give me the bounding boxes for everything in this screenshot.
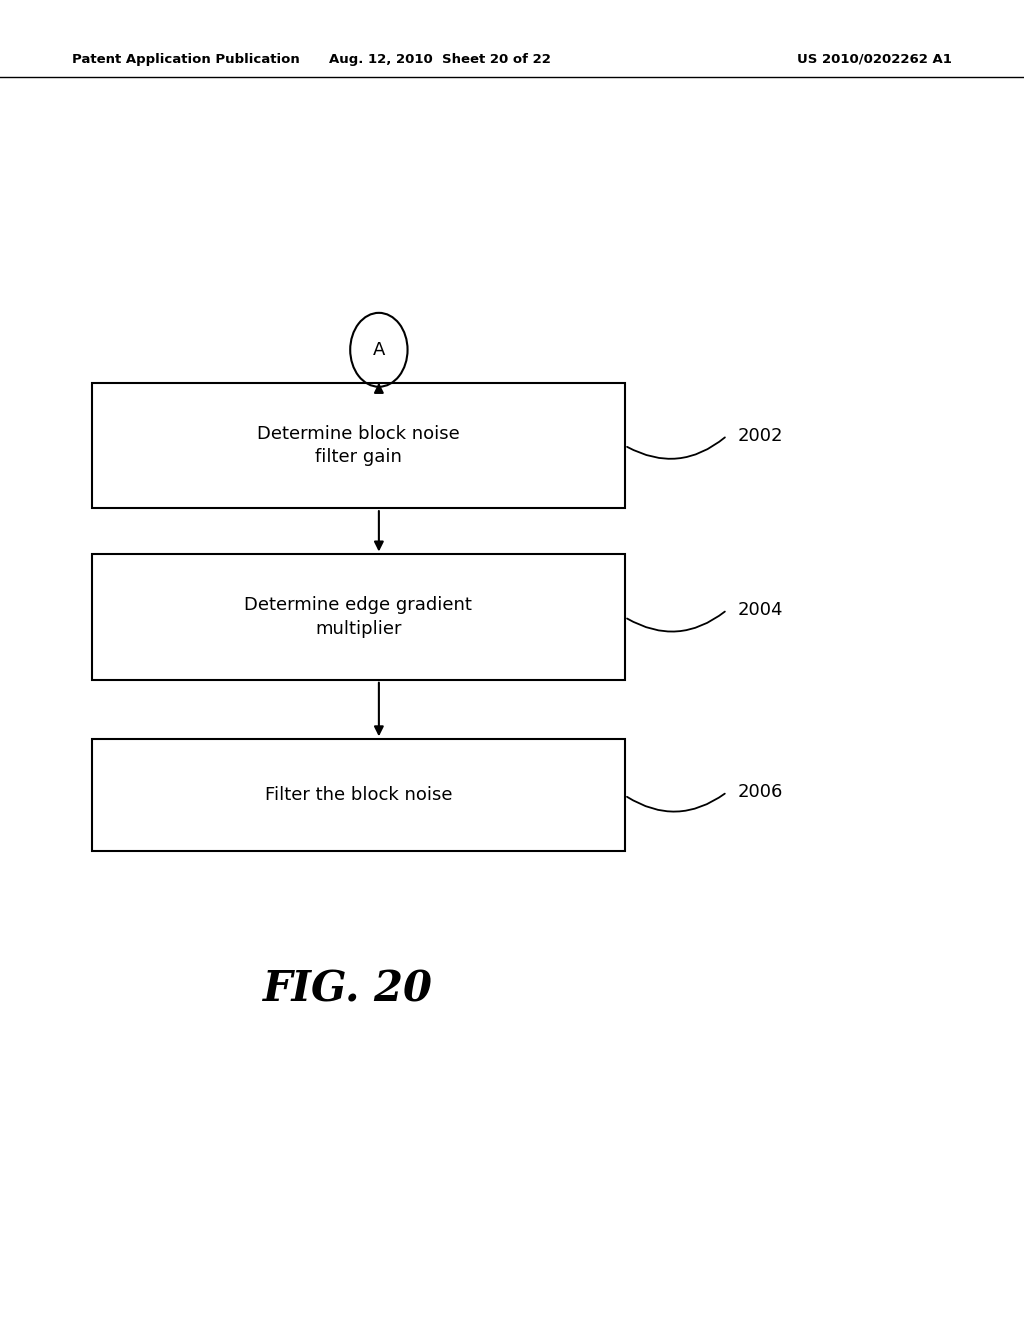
Text: Aug. 12, 2010  Sheet 20 of 22: Aug. 12, 2010 Sheet 20 of 22 — [330, 53, 551, 66]
Bar — [92, 383, 625, 508]
Text: Determine block noise
filter gain: Determine block noise filter gain — [257, 425, 460, 466]
Text: FIG. 20: FIG. 20 — [263, 969, 433, 1011]
Text: US 2010/0202262 A1: US 2010/0202262 A1 — [798, 53, 952, 66]
Text: 2002: 2002 — [737, 426, 782, 445]
Text: A: A — [373, 341, 385, 359]
Bar — [92, 739, 625, 851]
Bar — [92, 554, 625, 680]
Text: Determine edge gradient
multiplier: Determine edge gradient multiplier — [245, 597, 472, 638]
Text: 2004: 2004 — [737, 601, 782, 619]
Text: Patent Application Publication: Patent Application Publication — [72, 53, 299, 66]
Text: 2006: 2006 — [737, 783, 782, 801]
Text: Filter the block noise: Filter the block noise — [264, 787, 453, 804]
